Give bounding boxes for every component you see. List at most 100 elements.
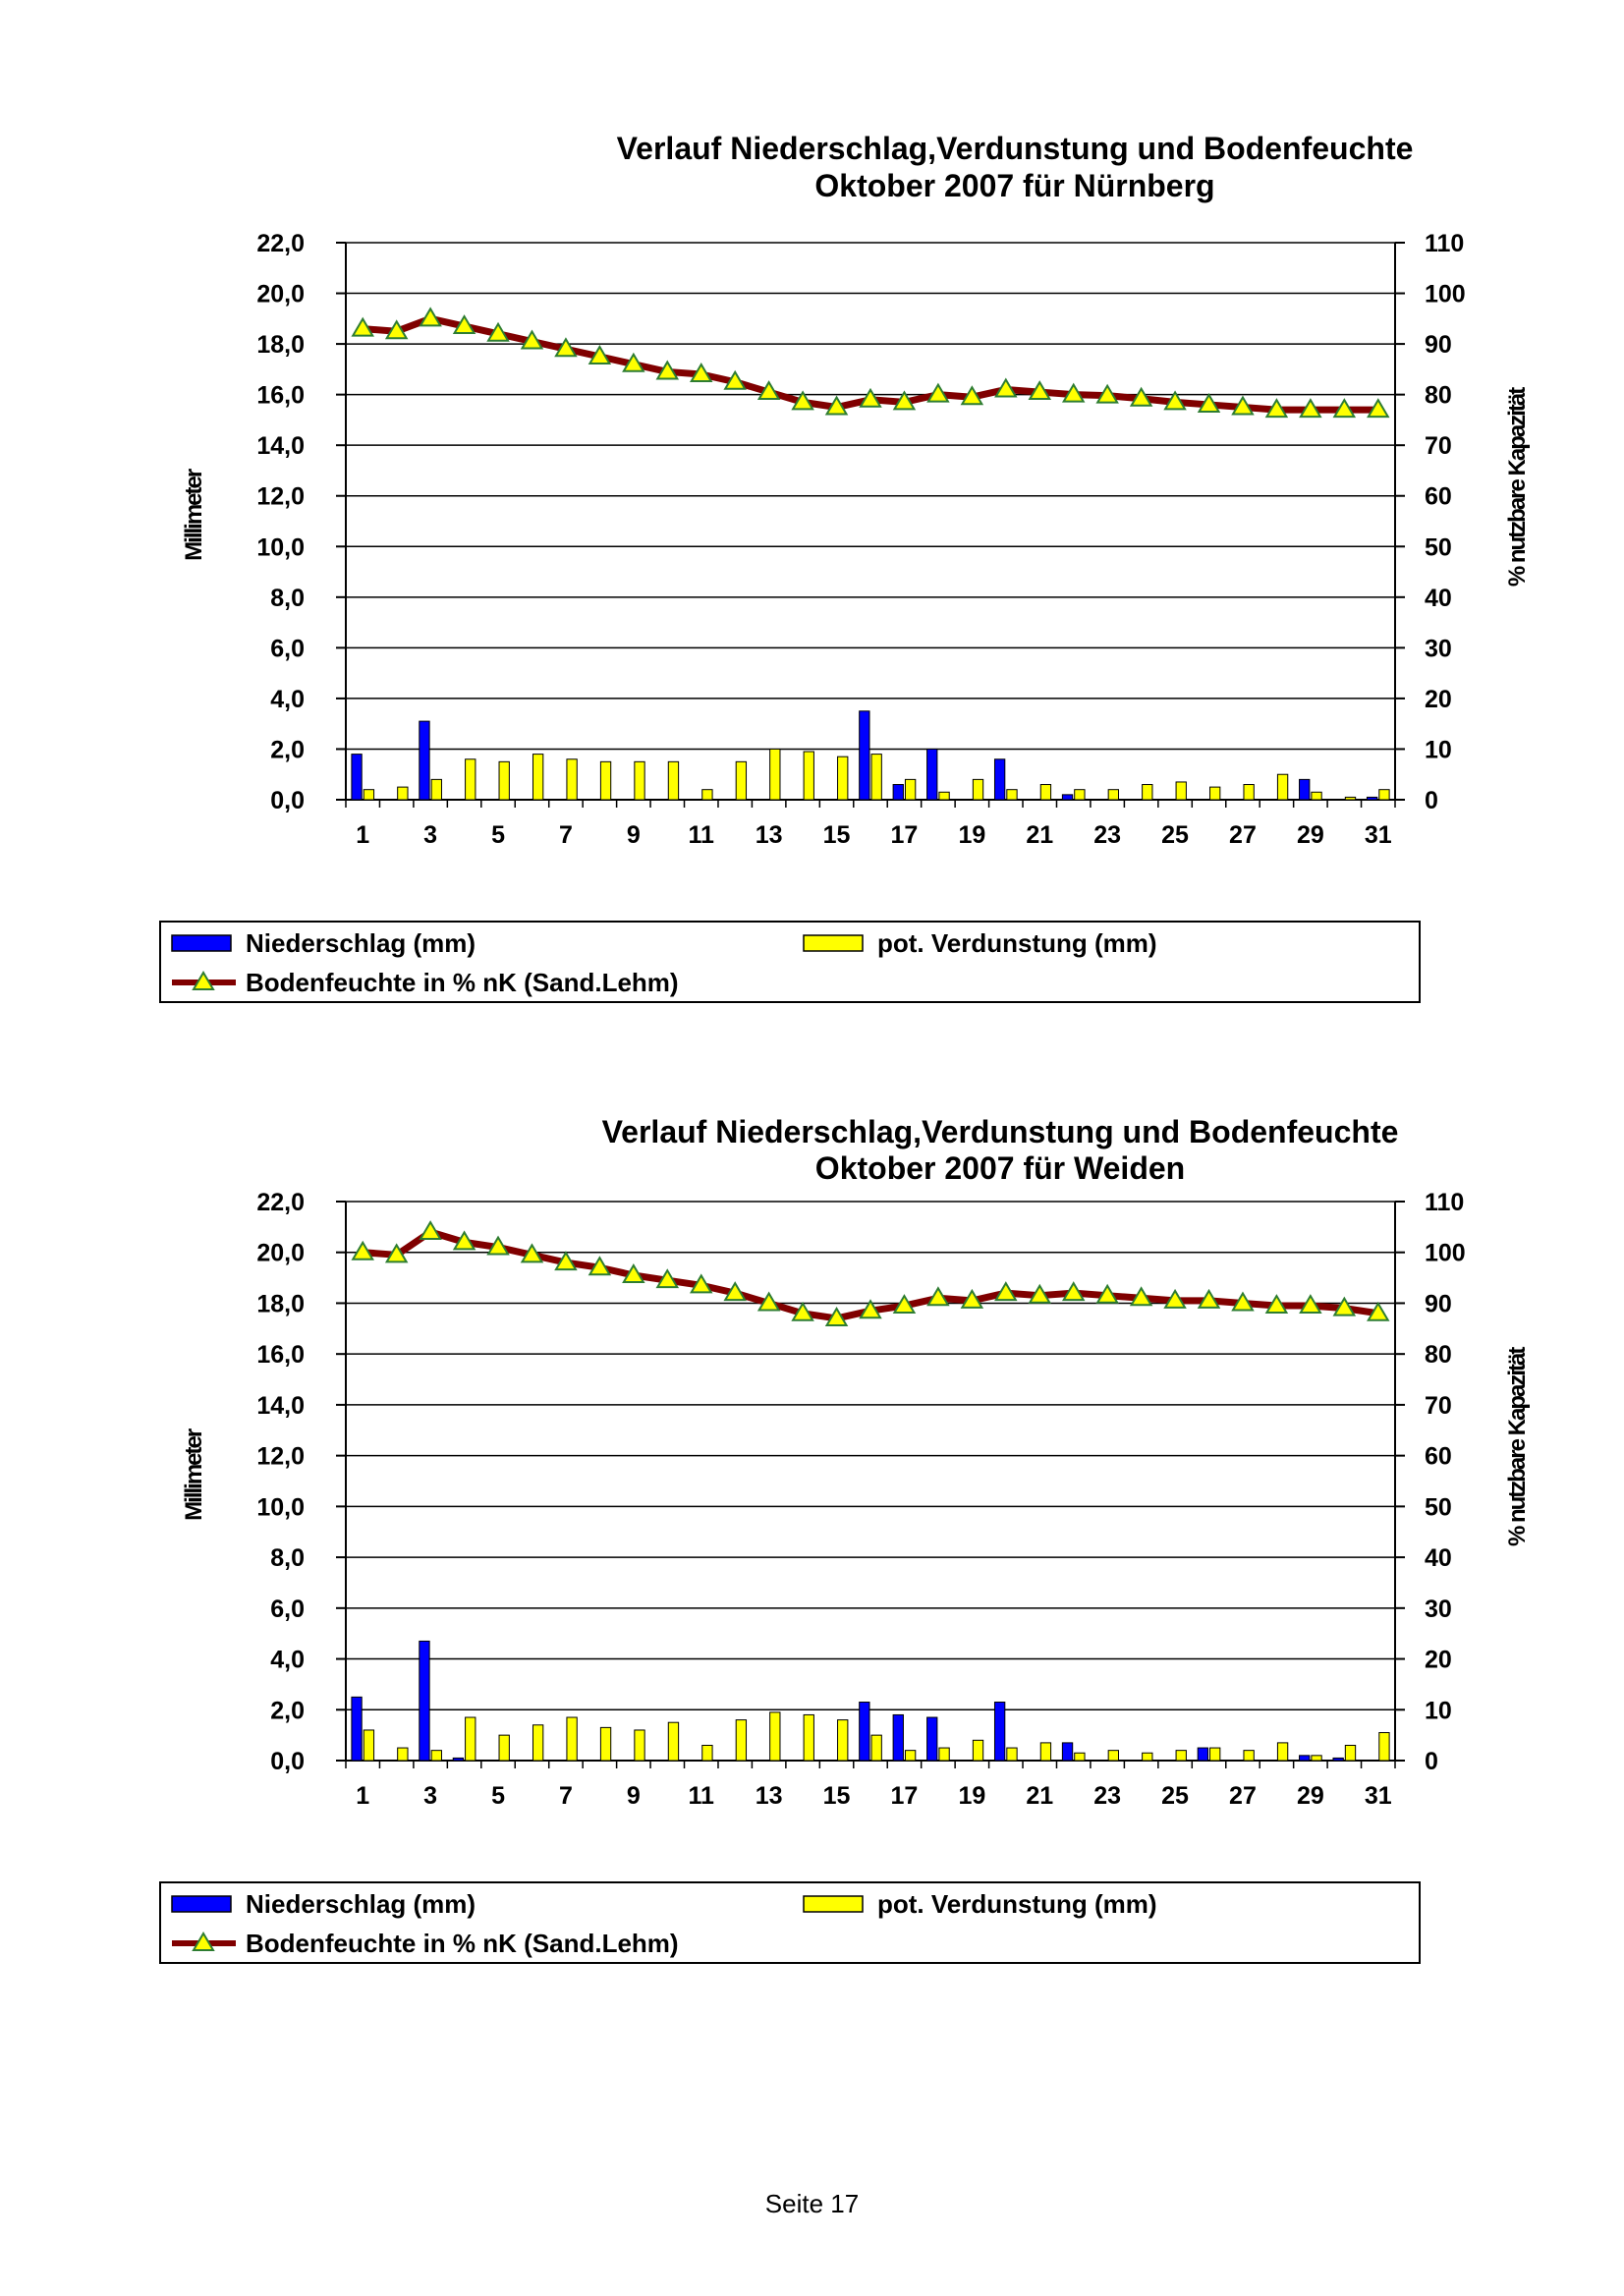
x-tick-label: 15 — [823, 1782, 851, 1810]
soil-moisture-point — [926, 1286, 950, 1307]
x-tick-label: 3 — [423, 821, 437, 849]
evaporation-bar — [1243, 784, 1255, 801]
y2-tick-label: 90 — [1425, 1290, 1452, 1317]
x-tick-label: 29 — [1297, 1782, 1324, 1810]
soil-moisture-point — [655, 360, 680, 380]
evaporation-bar — [803, 751, 814, 801]
y2-tick-label: 10 — [1425, 1697, 1452, 1724]
soil-moisture-point — [1264, 398, 1289, 419]
precipitation-bar — [419, 1640, 430, 1762]
y-tick-label: 14,0 — [256, 1392, 305, 1420]
x-tick-label: 7 — [559, 821, 573, 849]
evaporation-bar — [1311, 1755, 1322, 1762]
precipitation-bar — [993, 1702, 1006, 1762]
soil-moisture-point — [1231, 395, 1255, 416]
soil-moisture-point — [791, 390, 814, 411]
soil-moisture-point — [926, 382, 950, 403]
soil-moisture-point — [892, 1294, 917, 1315]
x-tick-label: 7 — [559, 1782, 573, 1810]
y2-tick-label: 0 — [1425, 787, 1438, 814]
chart-title-line-2: Oktober 2007 für Nürnberg — [814, 168, 1214, 203]
soil-moisture-point — [554, 337, 578, 358]
evaporation-bar — [938, 1747, 950, 1762]
evaporation-bar — [1311, 791, 1322, 801]
evaporation-bar — [837, 756, 849, 801]
soil-moisture-point — [1367, 1301, 1390, 1321]
y-tick-label: 16,0 — [256, 382, 305, 410]
y2-tick-label: 60 — [1425, 483, 1452, 511]
evaporation-bar — [735, 760, 748, 801]
soil-moisture-point — [824, 395, 849, 416]
y2-tick-label: 110 — [1425, 1189, 1464, 1216]
soil-moisture-point — [486, 1235, 510, 1256]
soil-moisture-point — [1129, 1286, 1153, 1307]
evaporation-bar — [498, 760, 510, 801]
precipitation-bar — [452, 1757, 465, 1762]
precipitation-bar — [1061, 1742, 1074, 1762]
x-tick-label: 5 — [491, 1782, 505, 1810]
evaporation-bar — [1276, 1742, 1289, 1762]
soil-moisture-point — [1299, 1294, 1322, 1315]
y2-tick-label: 40 — [1425, 585, 1452, 612]
x-tick-label: 11 — [689, 1782, 715, 1810]
y-tick-label: 10,0 — [256, 1493, 305, 1521]
evaporation-bar — [1039, 784, 1052, 801]
soil-moisture-point — [1332, 1296, 1357, 1316]
evaporation-bar — [532, 754, 544, 801]
x-tick-label: 25 — [1161, 821, 1189, 849]
soil-moisture-point — [1264, 1294, 1289, 1315]
evaporation-bar — [430, 778, 442, 801]
soil-moisture-point — [1197, 392, 1221, 413]
legend-swatch-evaporation — [803, 934, 864, 952]
evaporation-bar — [465, 758, 476, 801]
evaporation-bar — [837, 1719, 849, 1762]
precipitation-bar — [926, 1716, 938, 1762]
evaporation-bar — [363, 1729, 375, 1762]
evaporation-bar — [599, 1726, 612, 1762]
soil-moisture-point — [452, 1230, 476, 1251]
soil-moisture-point — [1129, 386, 1153, 407]
soil-moisture-point — [1163, 390, 1187, 411]
page-number: Seite 17 — [764, 2189, 860, 2218]
y-tick-label: 20,0 — [256, 281, 305, 308]
precipitation-bar — [1299, 1755, 1311, 1762]
soil-moisture-point — [452, 314, 476, 335]
evaporation-bar — [397, 1747, 409, 1762]
x-tick-label: 3 — [423, 1782, 437, 1810]
y-tick-label: 22,0 — [256, 230, 305, 257]
soil-moisture-point — [756, 380, 781, 401]
y-tick-label: 6,0 — [270, 1596, 305, 1623]
evaporation-bar — [1175, 781, 1187, 801]
chart-2: Verlauf Niederschlag,Verdunstung und Bod… — [159, 1114, 1531, 1964]
x-tick-label: 25 — [1161, 1782, 1189, 1810]
precipitation-bar — [351, 754, 363, 801]
soil-moisture-point — [994, 1281, 1018, 1302]
soil-moisture-point — [520, 329, 544, 350]
x-tick-label: 13 — [756, 821, 783, 849]
soil-moisture-point — [384, 319, 409, 340]
x-tick-label: 19 — [958, 821, 985, 849]
legend: Niederschlag (mm) pot. Verdunstung (mm) Bo… — [159, 1881, 1421, 1964]
evaporation-bar — [498, 1734, 510, 1762]
soil-moisture-point — [655, 1268, 680, 1289]
evaporation-bar — [430, 1750, 442, 1762]
y-axis-label: Millimeter — [181, 469, 207, 561]
soil-moisture-point — [1231, 1291, 1255, 1312]
evaporation-bar — [599, 760, 612, 801]
precipitation-bar — [892, 1713, 904, 1762]
evaporation-bar — [566, 758, 578, 801]
y2-axis-label: % nutzbare Kapazität — [1504, 1347, 1531, 1546]
x-tick-label: 9 — [627, 1782, 641, 1810]
soil-moisture-point — [419, 307, 442, 327]
y2-tick-label: 70 — [1425, 1392, 1452, 1420]
y-tick-label: 10,0 — [256, 533, 305, 561]
y2-tick-label: 0 — [1425, 1748, 1438, 1775]
y-tick-label: 14,0 — [256, 432, 305, 460]
legend-label-evaporation: pot. Verdunstung (mm) — [877, 1889, 1157, 1919]
soil-moisture-point — [1061, 1281, 1086, 1302]
evaporation-bar — [1276, 773, 1289, 801]
y-tick-label: 18,0 — [256, 331, 305, 359]
precipitation-bar — [1332, 1757, 1344, 1762]
soil-moisture-point — [1367, 398, 1390, 419]
x-tick-label: 1 — [356, 821, 369, 849]
